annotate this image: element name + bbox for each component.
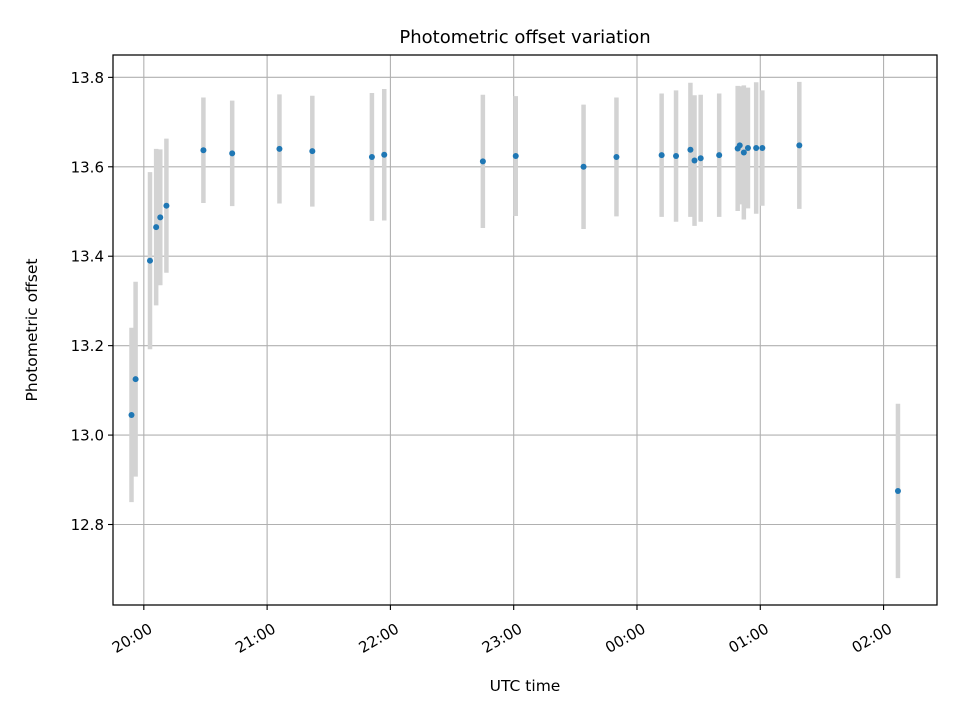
data-point xyxy=(613,153,620,160)
data-point xyxy=(687,146,694,153)
plot-frame xyxy=(112,54,938,606)
data-point xyxy=(132,376,139,383)
data-point xyxy=(276,145,283,152)
data-point xyxy=(740,149,747,156)
data-point xyxy=(673,153,680,160)
data-point xyxy=(691,157,698,164)
data-point xyxy=(229,150,236,157)
data-point xyxy=(146,257,153,264)
y-tick-label: 13.8 xyxy=(71,69,104,87)
data-point xyxy=(128,411,135,418)
y-axis-label: Photometric offset xyxy=(23,259,41,402)
data-point xyxy=(658,152,665,159)
y-tick-label: 12.8 xyxy=(71,516,104,534)
data-point xyxy=(759,145,766,152)
data-point xyxy=(697,155,704,162)
data-point xyxy=(368,153,375,160)
grid-layer xyxy=(113,55,937,605)
y-tick-label: 13.0 xyxy=(71,427,104,445)
data-point xyxy=(580,163,587,170)
y-tick-label: 13.2 xyxy=(71,337,104,355)
data-point xyxy=(153,224,160,231)
data-point xyxy=(744,145,751,152)
data-point xyxy=(157,214,164,221)
data-point xyxy=(512,153,519,160)
data-point xyxy=(381,151,388,158)
data-point xyxy=(716,152,723,159)
data-point xyxy=(200,147,207,154)
data-point xyxy=(796,142,803,149)
data-point xyxy=(753,145,760,152)
y-tick-label: 13.4 xyxy=(71,248,104,266)
y-tick-label: 13.6 xyxy=(71,158,104,176)
chart-title: Photometric offset variation xyxy=(399,27,650,48)
data-point xyxy=(309,148,316,155)
data-point xyxy=(163,202,170,209)
data-point xyxy=(894,487,901,494)
data-point xyxy=(479,158,486,165)
data-point xyxy=(736,142,743,149)
point-layer xyxy=(128,142,901,494)
x-axis-label: UTC time xyxy=(490,677,561,695)
